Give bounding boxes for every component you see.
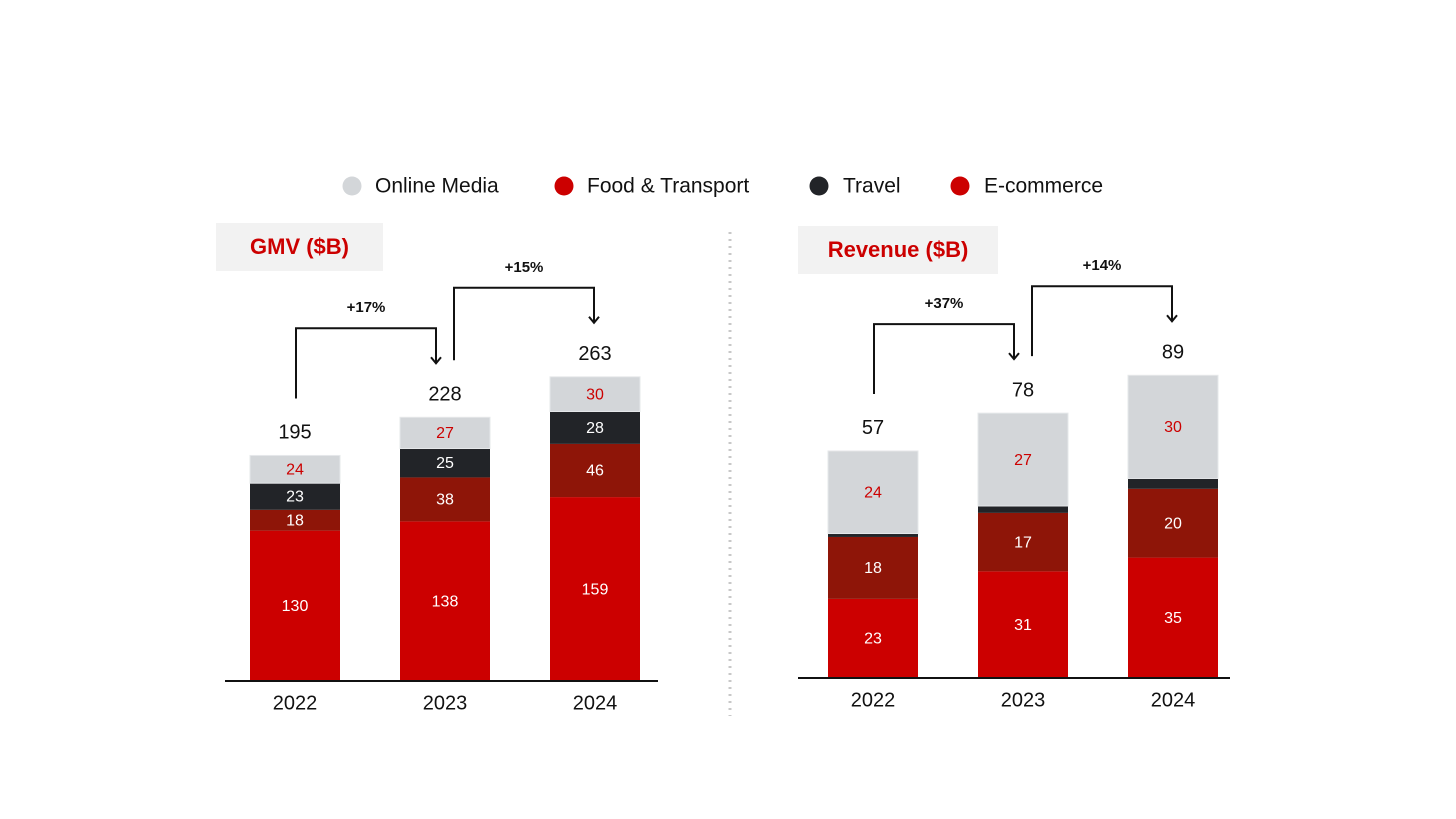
legend-label: Online Media — [375, 175, 499, 198]
value-label: 24 — [286, 462, 304, 479]
chart-title: GMV ($B) — [250, 234, 349, 259]
growth-label: +17% — [347, 299, 386, 316]
growth-label: +15% — [505, 259, 544, 276]
value-label: 20 — [1164, 515, 1182, 532]
total-label: 228 — [428, 384, 461, 406]
chart-title: Revenue ($B) — [828, 237, 969, 262]
bar-segment — [1128, 488, 1218, 558]
value-label: 35 — [1164, 610, 1182, 627]
bar-segment — [828, 598, 918, 678]
growth-arrow — [453, 286, 595, 361]
growth-arrow — [295, 327, 437, 399]
legend-label: Food & Transport — [587, 175, 749, 198]
value-label: 31 — [1014, 617, 1032, 634]
x-tick-label: 2022 — [273, 692, 318, 714]
value-label: 18 — [864, 560, 882, 577]
total-label: 57 — [862, 417, 884, 439]
bar-segment — [250, 509, 340, 531]
value-label: 25 — [436, 455, 454, 472]
total-label: 195 — [278, 422, 311, 444]
title-box — [216, 223, 383, 271]
bar-segment — [549, 376, 641, 412]
bar-segment — [550, 411, 640, 444]
value-label: 138 — [432, 593, 459, 610]
bar-segment — [250, 483, 340, 510]
bar-segment — [250, 530, 340, 681]
bar-segment — [400, 477, 490, 522]
value-label: 23 — [286, 489, 304, 506]
value-label: 30 — [1164, 419, 1182, 436]
bar-segment — [1128, 557, 1218, 678]
bar-segment — [828, 536, 918, 599]
total-label: 263 — [578, 343, 611, 365]
x-tick-label: 2024 — [1151, 689, 1196, 711]
growth-label: +37% — [925, 295, 964, 312]
bar-segment — [978, 512, 1068, 572]
bar-segment — [550, 443, 640, 498]
legend-marker — [809, 176, 829, 196]
bar-segment — [978, 571, 1068, 678]
value-label: 27 — [436, 425, 454, 442]
bar-segment — [400, 521, 490, 681]
arrowhead — [1008, 352, 1020, 361]
x-tick-label: 2024 — [573, 692, 618, 714]
legend-label: E-commerce — [984, 175, 1103, 198]
bar-segment — [1127, 374, 1219, 479]
value-label: 17 — [1014, 534, 1032, 551]
bar-segment — [399, 416, 491, 450]
x-tick-label: 2022 — [851, 689, 896, 711]
growth-arrow — [1031, 285, 1173, 357]
bar-segment — [400, 448, 490, 478]
bar-segment — [1128, 478, 1218, 489]
value-label: 28 — [586, 420, 604, 437]
title-box — [798, 226, 998, 274]
bar-segment — [249, 454, 341, 484]
value-label: 130 — [282, 598, 309, 615]
legend-marker — [950, 176, 970, 196]
bar-segment — [978, 506, 1068, 513]
legend-marker — [342, 176, 362, 196]
bar-segment — [827, 450, 919, 535]
legend-marker — [554, 176, 574, 196]
arrowhead — [430, 356, 442, 365]
x-tick-label: 2023 — [1001, 689, 1046, 711]
bar-segment — [550, 497, 640, 681]
value-label: 24 — [864, 484, 882, 501]
value-label: 46 — [586, 463, 604, 480]
x-tick-label: 2023 — [423, 692, 468, 714]
value-label: 159 — [582, 581, 609, 598]
growth-arrow — [873, 323, 1015, 394]
legend-label: Travel — [843, 175, 901, 198]
value-label: 18 — [286, 512, 304, 529]
value-label: 27 — [1014, 452, 1032, 469]
bar-segment — [977, 412, 1069, 507]
growth-label: +14% — [1083, 257, 1122, 274]
arrowhead — [1166, 314, 1178, 323]
value-label: 23 — [864, 631, 882, 648]
total-label: 89 — [1162, 342, 1184, 364]
arrowhead — [588, 316, 600, 325]
bar-segment — [828, 533, 918, 537]
total-label: 78 — [1012, 379, 1034, 401]
value-label: 38 — [436, 492, 454, 509]
value-label: 30 — [586, 386, 604, 403]
